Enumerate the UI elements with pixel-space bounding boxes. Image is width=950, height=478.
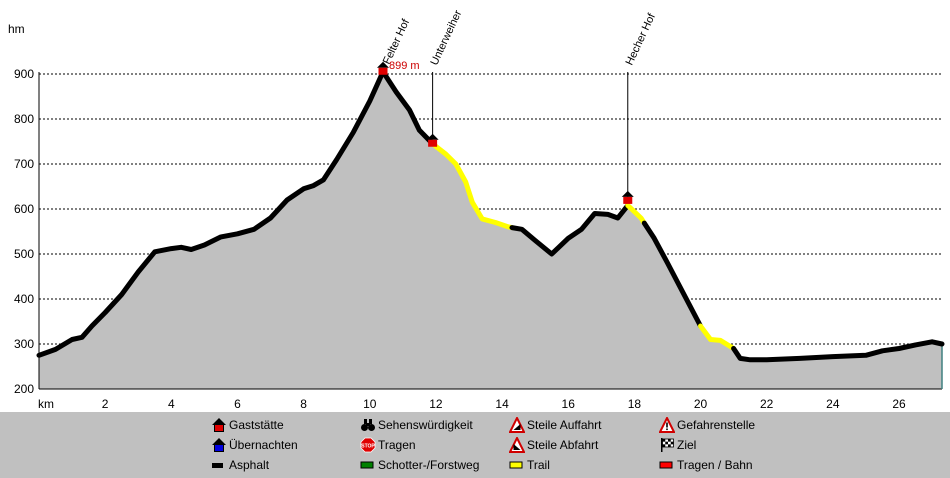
x-tick-label: 4	[168, 397, 175, 411]
legend-label: Übernachten	[229, 438, 298, 452]
x-tick-label: 8	[300, 397, 307, 411]
y-tick-label: 600	[14, 202, 34, 216]
legend-label: Tragen	[378, 438, 416, 452]
y-tick-label: 700	[14, 157, 34, 171]
gridlines	[39, 73, 942, 345]
svg-text:STOP: STOP	[361, 443, 375, 449]
profile-area	[38, 71, 943, 390]
waypoint-altitude-label: 899 m	[389, 60, 420, 72]
legend-label: Gaststätte	[229, 418, 284, 432]
restaurant-house-icon	[426, 133, 439, 140]
route-segment-trail	[430, 141, 515, 231]
waypoint-label: Unterweiher	[428, 8, 464, 67]
y-tick-label: 500	[14, 247, 34, 261]
x-tick-label: 22	[760, 397, 774, 411]
danger-icon	[659, 417, 675, 433]
legend-label: Schotter-/Forstweg	[378, 458, 480, 472]
waypoint-label: Hecher Hof	[624, 11, 659, 67]
x-tick-labels: 2 4 6 8 10 12 14 16 18 20 22 24 26	[102, 397, 906, 411]
x-tick-label: 20	[694, 397, 708, 411]
x-axis-unit-label: km	[38, 397, 54, 411]
y-axis-unit-label: hm	[8, 22, 25, 36]
stop-carry-icon: STOP	[360, 437, 375, 453]
legend-label: Tragen / Bahn	[677, 458, 753, 472]
x-tick-label: 2	[102, 397, 109, 411]
finish-flag-icon	[661, 438, 674, 452]
restaurant-house-body	[428, 139, 438, 147]
x-tick-label: 12	[429, 397, 443, 411]
legend-label: Trail	[527, 458, 550, 472]
route-segment-asphalt	[731, 339, 945, 363]
route-segment-asphalt	[509, 202, 631, 257]
x-tick-label: 16	[562, 397, 576, 411]
x-tick-label: 18	[628, 397, 642, 411]
y-tick-labels: 200 300 400 500 600 700 800 900	[14, 67, 34, 396]
restaurant-house-body	[623, 196, 633, 204]
restaurant-house-body	[378, 67, 388, 75]
route-line	[36, 69, 945, 363]
x-tick-label: 14	[495, 397, 509, 411]
binoculars-icon	[361, 419, 375, 431]
x-tick-label: 10	[363, 397, 377, 411]
legend: Gaststätte Sehenswürdigkeit Steile Auffa…	[0, 412, 950, 478]
legend-label: Steile Auffahrt	[527, 418, 602, 432]
route-segment-asphalt	[641, 220, 703, 329]
asphalt-swatch	[212, 463, 223, 468]
legend-label: Sehenswürdigkeit	[378, 418, 473, 432]
legend-label: Gefahrenstelle	[677, 418, 756, 432]
profile-fill	[39, 71, 942, 390]
route-segment-trail	[698, 323, 737, 351]
restaurant-house-icon	[621, 190, 634, 197]
y-tick-label: 300	[14, 337, 34, 351]
waypoint-unterweiher: Unterweiher	[426, 8, 465, 147]
x-tick-label: 6	[234, 397, 241, 411]
y-tick-label: 400	[14, 292, 34, 306]
legend-label: Steile Abfahrt	[527, 438, 599, 452]
legend-label: Asphalt	[229, 458, 270, 472]
y-tick-label: 200	[14, 382, 34, 396]
restaurant-house-icon	[377, 61, 389, 68]
steep-descent-icon	[509, 437, 525, 453]
waypoint-hecher-hof: Hecher Hof	[621, 11, 659, 204]
x-tick-label: 24	[826, 397, 840, 411]
y-tick-label: 800	[14, 112, 34, 126]
route-segment-asphalt	[36, 69, 436, 358]
restaurant-house-icon	[212, 418, 226, 432]
carry-rail-swatch	[659, 461, 673, 469]
accommodation-house-icon	[212, 438, 226, 452]
steep-climb-icon	[509, 417, 525, 433]
trail-swatch	[509, 461, 523, 469]
gravel-swatch	[360, 461, 374, 469]
y-tick-label: 900	[14, 67, 34, 81]
x-tick-label: 26	[892, 397, 906, 411]
legend-label: Ziel	[677, 438, 697, 452]
